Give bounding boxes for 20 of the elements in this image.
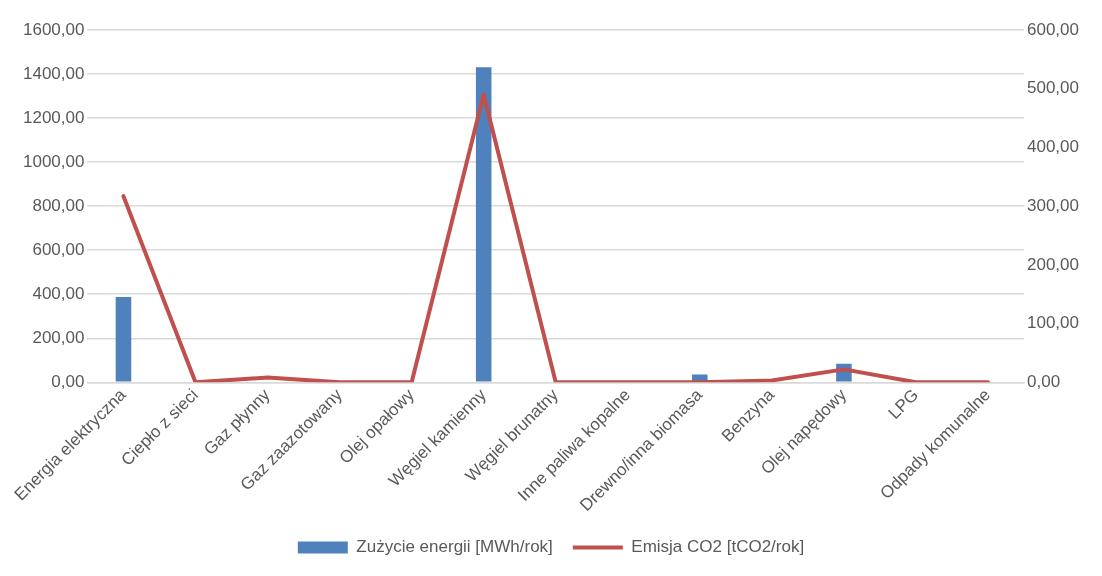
y-tick-label: 600,00 [32, 239, 85, 259]
y2-tick-label: 500,00 [1027, 78, 1079, 98]
y2-tick-label: 0,00 [1027, 372, 1061, 391]
y-tick-label: 1400,00 [23, 63, 85, 83]
y2-tick-label: 600,00 [1027, 19, 1079, 39]
y2-tick-label: 100,00 [1027, 313, 1079, 333]
bar [475, 67, 492, 382]
y2-tick-label: 200,00 [1027, 254, 1079, 274]
y-tick-label: 1200,00 [23, 107, 85, 127]
y2-tick-label: 300,00 [1027, 195, 1079, 215]
y2-tick-label: 400,00 [1027, 137, 1079, 157]
y-tick-label: 200,00 [32, 327, 85, 347]
y-tick-label: 1600,00 [23, 19, 85, 39]
y-tick-label: 400,00 [32, 283, 85, 303]
bar [115, 296, 132, 382]
legend-label: Emisja CO2 [tCO2/rok] [631, 537, 805, 557]
legend-label: Zużycie energii [MWh/rok] [356, 537, 553, 557]
y-tick-label: 800,00 [32, 195, 85, 215]
y-tick-label: 0,00 [51, 372, 85, 391]
y-tick-label: 1000,00 [23, 151, 85, 171]
